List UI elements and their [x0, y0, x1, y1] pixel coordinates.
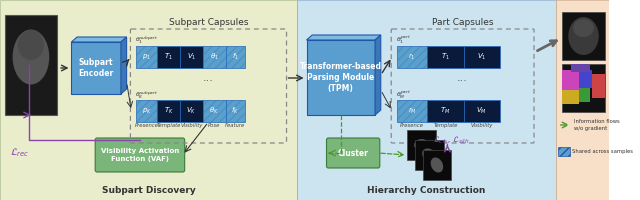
Text: $\theta_1$: $\theta_1$: [210, 52, 219, 62]
Text: $p_1$: $p_1$: [142, 52, 151, 62]
Bar: [203, 100, 226, 122]
Text: Hierarchy Construction: Hierarchy Construction: [367, 186, 486, 195]
Text: Cluster: Cluster: [338, 148, 369, 158]
Text: Subpart Discovery: Subpart Discovery: [102, 186, 195, 195]
Bar: [463, 100, 500, 122]
Text: Visibility Activation
Function (VAF): Visibility Activation Function (VAF): [101, 148, 179, 162]
Text: Part Capsules: Part Capsules: [432, 18, 493, 27]
Bar: [136, 100, 157, 122]
Text: $T_M$: $T_M$: [440, 106, 451, 116]
FancyBboxPatch shape: [72, 42, 121, 94]
Text: Template: Template: [433, 123, 458, 128]
Bar: [226, 100, 244, 122]
FancyBboxPatch shape: [307, 40, 375, 115]
Polygon shape: [375, 35, 381, 115]
Bar: [428, 46, 463, 68]
Ellipse shape: [568, 17, 599, 55]
Text: $r_M$: $r_M$: [408, 106, 417, 116]
Ellipse shape: [422, 148, 436, 162]
Text: Subpart
Encoder: Subpart Encoder: [79, 58, 114, 78]
Bar: [463, 46, 500, 68]
Text: $T_K$: $T_K$: [164, 106, 173, 116]
Text: $T_1$: $T_1$: [441, 52, 450, 62]
FancyBboxPatch shape: [326, 138, 380, 168]
Bar: [556, 0, 609, 200]
Bar: [562, 90, 579, 104]
Text: $\theta_M^{part}$: $\theta_M^{part}$: [396, 90, 412, 101]
Text: $V_M$: $V_M$: [476, 106, 487, 116]
Bar: [422, 150, 451, 180]
Text: $\mathcal{L}_{cls}$, $\mathcal{L}_{slih}$: $\mathcal{L}_{cls}$, $\mathcal{L}_{slih}…: [433, 135, 470, 146]
Bar: [297, 0, 556, 200]
Text: $V_1$: $V_1$: [477, 52, 486, 62]
Bar: [136, 100, 157, 122]
Bar: [558, 147, 570, 156]
Bar: [226, 46, 244, 68]
Text: $V_1$: $V_1$: [187, 52, 196, 62]
Bar: [415, 140, 444, 170]
Bar: [397, 46, 428, 68]
Text: Visibility: Visibility: [180, 123, 202, 128]
Ellipse shape: [414, 139, 429, 151]
Bar: [157, 46, 180, 68]
Text: Information flows
w/o gradient: Information flows w/o gradient: [574, 119, 620, 131]
Bar: [203, 46, 226, 68]
Text: $p_K$: $p_K$: [141, 106, 152, 116]
Text: ...: ...: [203, 73, 214, 83]
Text: $\theta_K^{subpart}$: $\theta_K^{subpart}$: [135, 90, 158, 101]
Bar: [4, 15, 57, 115]
Polygon shape: [121, 37, 127, 94]
Bar: [571, 64, 590, 72]
Text: Presence: Presence: [134, 123, 159, 128]
Ellipse shape: [13, 29, 49, 84]
Bar: [203, 100, 226, 122]
Text: Presence: Presence: [400, 123, 424, 128]
Bar: [562, 64, 605, 112]
FancyBboxPatch shape: [95, 138, 185, 172]
Bar: [0, 0, 297, 200]
Bar: [579, 88, 590, 102]
Ellipse shape: [18, 30, 44, 60]
Text: Transformer-based
Parsing Module
(TPM): Transformer-based Parsing Module (TPM): [300, 62, 382, 93]
Bar: [562, 12, 605, 60]
Text: $\theta_K$: $\theta_K$: [209, 106, 219, 116]
Bar: [226, 100, 244, 122]
Polygon shape: [72, 37, 127, 42]
Text: $f_1$: $f_1$: [232, 52, 239, 62]
Bar: [136, 46, 157, 68]
Text: Shared across samples: Shared across samples: [572, 148, 633, 154]
Text: Subpart Capsules: Subpart Capsules: [169, 18, 248, 27]
Text: Template: Template: [156, 123, 180, 128]
Text: $\theta_1^{part}$: $\theta_1^{part}$: [396, 35, 412, 46]
Text: ...: ...: [457, 73, 468, 83]
Text: $\theta_1^{subpart}$: $\theta_1^{subpart}$: [135, 35, 158, 46]
Bar: [180, 46, 203, 68]
Bar: [592, 74, 605, 98]
Bar: [136, 46, 157, 68]
Bar: [428, 100, 463, 122]
Bar: [203, 46, 226, 68]
Bar: [579, 70, 592, 88]
Bar: [397, 46, 428, 68]
Text: Visibility: Visibility: [470, 123, 493, 128]
Bar: [397, 100, 428, 122]
Text: $r_1$: $r_1$: [408, 52, 416, 62]
Text: $\mathcal{L}_{rec}$: $\mathcal{L}_{rec}$: [10, 146, 29, 159]
Text: $V_K$: $V_K$: [186, 106, 196, 116]
Ellipse shape: [431, 157, 443, 173]
Text: Pose: Pose: [208, 123, 220, 128]
Bar: [180, 100, 203, 122]
Bar: [226, 46, 244, 68]
Polygon shape: [307, 35, 381, 40]
Ellipse shape: [573, 19, 594, 37]
Bar: [562, 70, 579, 90]
Text: $T_1$: $T_1$: [164, 52, 173, 62]
Text: $f_K$: $f_K$: [231, 106, 239, 116]
Bar: [408, 130, 436, 160]
Bar: [157, 100, 180, 122]
Bar: [397, 100, 428, 122]
Text: Feature: Feature: [225, 123, 245, 128]
